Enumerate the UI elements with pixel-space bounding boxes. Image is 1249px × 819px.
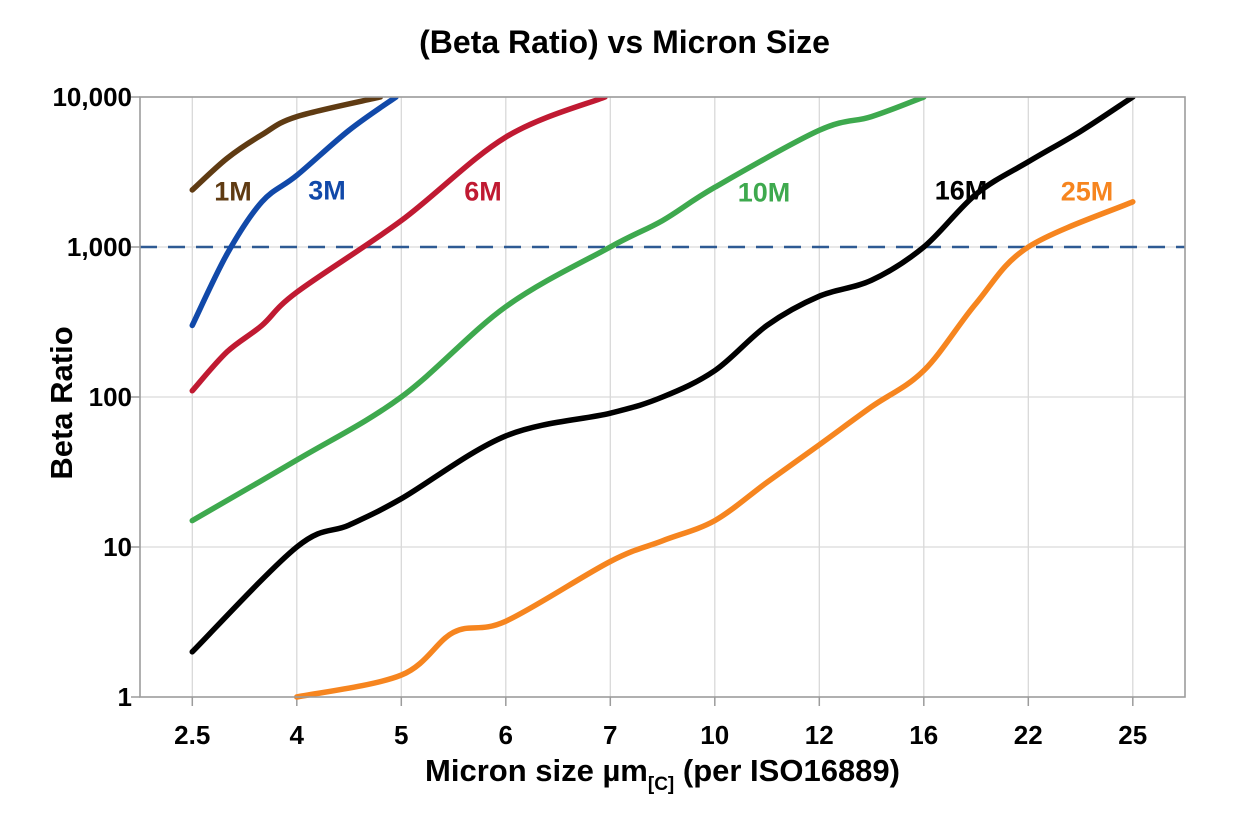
y-tick-label-10000: 10,000 (52, 82, 132, 112)
x-axis-title: Micron size µm[C] (per ISO16889) (0, 753, 1249, 795)
series-label-10M: 10M (737, 177, 791, 208)
series-line-3M (189, 97, 399, 329)
x-tick-label-2.5: 2.5 (174, 720, 211, 750)
x-tick-label-7: 7 (603, 720, 618, 750)
x-axis-title-rest: (per ISO16889) (674, 753, 900, 788)
x-axis-title-main: Micron size µm (425, 753, 648, 788)
y-tick-label-100: 100 (88, 382, 132, 412)
series-label-3M: 3M (308, 175, 346, 206)
series-line-25M (294, 199, 1136, 700)
series-line-10M (189, 97, 927, 524)
series-label-1M: 1M (214, 176, 252, 207)
x-tick-label-25: 25 (1118, 720, 1148, 750)
series-label-16M: 16M (934, 175, 988, 206)
y-tick-label-1: 1 (117, 682, 132, 712)
series-label-25M: 25M (1060, 176, 1114, 207)
series-line-1M (189, 97, 384, 193)
x-tick-label-6: 6 (498, 720, 513, 750)
series-label-6M: 6M (464, 176, 502, 207)
series-line-6M (189, 97, 608, 394)
plot-area (131, 96, 1186, 706)
y-tick-label-1000: 1,000 (66, 232, 132, 262)
plot-border (139, 96, 1186, 698)
x-tick-label-16: 16 (909, 720, 939, 750)
x-axis-title-subscript: [C] (647, 774, 675, 795)
x-tick-label-10: 10 (700, 720, 730, 750)
x-tick-label-22: 22 (1013, 720, 1043, 750)
series-line-16M (189, 97, 1136, 655)
x-tick-label-12: 12 (804, 720, 834, 750)
x-tick-label-4: 4 (289, 720, 304, 750)
chart-title: (Beta Ratio) vs Micron Size (419, 24, 830, 60)
y-tick-label-10: 10 (103, 532, 132, 562)
x-tick-label-5: 5 (394, 720, 409, 750)
